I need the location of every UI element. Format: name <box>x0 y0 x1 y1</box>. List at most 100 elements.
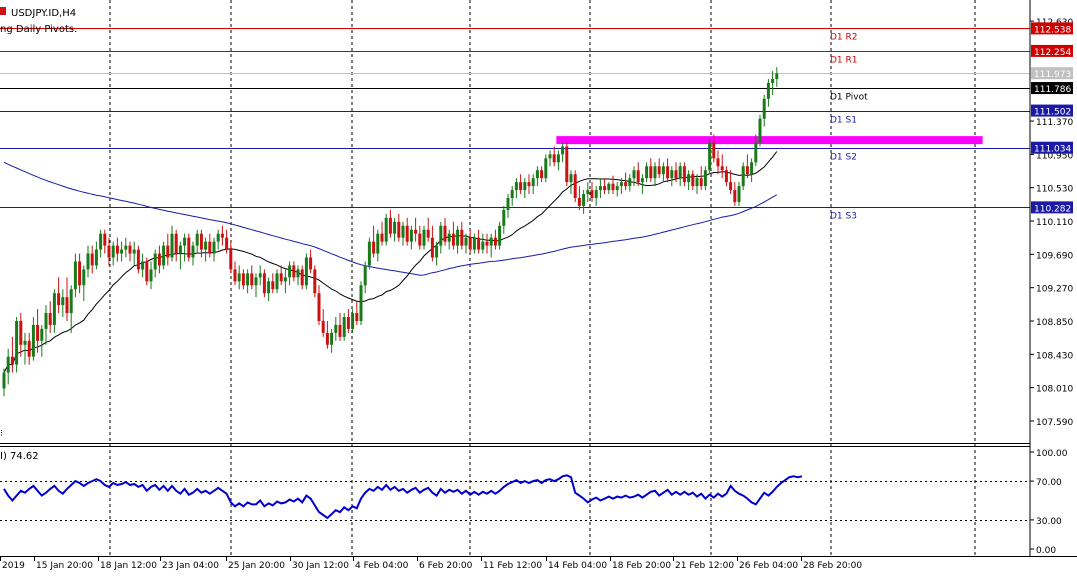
candle <box>103 229 107 254</box>
pivot-price-tag: 111.502 <box>1031 104 1073 118</box>
candle <box>107 237 111 266</box>
candle <box>624 172 628 191</box>
candle <box>149 261 153 290</box>
price-tick-label: 111.370 <box>1036 118 1073 128</box>
supply-zone-rect <box>556 136 983 145</box>
price-tags: 112.538 112.254 111.786 111.502 111.034 110.2… <box>1031 22 1073 214</box>
candle <box>657 158 661 179</box>
candle <box>477 229 481 254</box>
candle <box>187 233 191 262</box>
candle <box>456 225 460 254</box>
candle <box>65 277 69 321</box>
candle <box>640 174 644 195</box>
candle <box>225 229 229 254</box>
candle <box>582 190 586 214</box>
candle <box>565 142 569 187</box>
candle <box>346 309 350 333</box>
candle <box>111 241 115 266</box>
candle <box>447 229 451 250</box>
candle <box>2 368 6 397</box>
candle <box>661 162 665 183</box>
candle <box>23 332 27 365</box>
price-tick-label: 108.010 <box>1036 385 1073 395</box>
time-axis: 2019 15 Jan 20:00 18 Jan 12:00 23 Jan 04:00… <box>0 557 862 571</box>
candle <box>162 241 166 270</box>
candle <box>275 269 279 294</box>
time-tick-label: 11 Feb 12:00 <box>483 561 542 571</box>
candle <box>57 277 61 314</box>
candle <box>577 186 581 210</box>
candle <box>653 162 657 187</box>
time-tick-label: 4 Feb 04:00 <box>355 561 409 571</box>
candle <box>519 174 523 195</box>
chart-frame <box>0 0 1077 557</box>
time-tick-label: 25 Jan 20:00 <box>228 561 285 571</box>
candle <box>502 205 506 234</box>
pivot-price-tag: 112.254 <box>1031 44 1073 58</box>
candle <box>296 265 300 286</box>
price-candles <box>2 67 779 397</box>
price-tick-label: 108.850 <box>1036 318 1073 328</box>
candle <box>670 166 674 187</box>
candle <box>115 237 119 262</box>
symbol-icon <box>0 7 6 15</box>
candle <box>708 138 712 175</box>
candle <box>36 309 40 353</box>
candle <box>619 178 623 195</box>
candle <box>401 221 405 246</box>
candle <box>90 245 94 274</box>
candle <box>393 217 397 242</box>
candle <box>195 229 199 254</box>
candle <box>288 261 292 286</box>
candle <box>191 241 195 266</box>
candle <box>510 186 514 206</box>
candle <box>212 237 216 262</box>
candle <box>170 225 174 262</box>
candle <box>78 253 82 294</box>
candle <box>61 289 65 318</box>
candle <box>94 241 98 270</box>
candle <box>178 241 182 270</box>
candle <box>372 225 376 258</box>
candle <box>355 301 359 325</box>
pivot-level-label: D1 S2 <box>830 153 857 163</box>
time-tick-label: 18 Feb 20:00 <box>612 561 671 571</box>
candle <box>460 221 464 250</box>
candle <box>737 182 741 206</box>
candle <box>27 332 31 365</box>
candle <box>325 320 329 349</box>
candle <box>246 269 250 294</box>
rsi-tick-label: 100.00 <box>1036 449 1068 459</box>
candle <box>636 162 640 187</box>
candle <box>124 237 128 258</box>
candle <box>464 233 468 254</box>
candle <box>586 182 590 202</box>
candle <box>426 217 430 242</box>
candle <box>556 150 560 171</box>
pivot-price-tag: 112.538 <box>1031 22 1073 35</box>
candle <box>351 309 355 333</box>
svg-text:111.973: 111.973 <box>1034 70 1071 80</box>
candle <box>703 166 707 191</box>
candle <box>208 233 212 258</box>
candle <box>691 170 695 191</box>
candle <box>363 261 367 294</box>
candle <box>52 289 56 333</box>
candle <box>506 194 510 218</box>
time-tick-label: 23 Jan 04:00 <box>162 561 219 571</box>
candle <box>233 261 237 286</box>
candle <box>678 162 682 187</box>
candle <box>645 162 649 183</box>
pivot-level-label: D1 S1 <box>830 116 857 126</box>
rsi-tick-label: 0.00 <box>1036 546 1056 556</box>
candle <box>724 166 728 187</box>
candle <box>615 182 619 197</box>
time-tick-label: 28 Feb 20:00 <box>803 561 862 571</box>
candle <box>136 245 140 274</box>
candle <box>166 233 170 266</box>
candle <box>128 241 132 262</box>
candle <box>321 309 325 337</box>
svg-text:112.538: 112.538 <box>1034 25 1071 35</box>
rsi-tick-label: 70.00 <box>1036 478 1062 488</box>
